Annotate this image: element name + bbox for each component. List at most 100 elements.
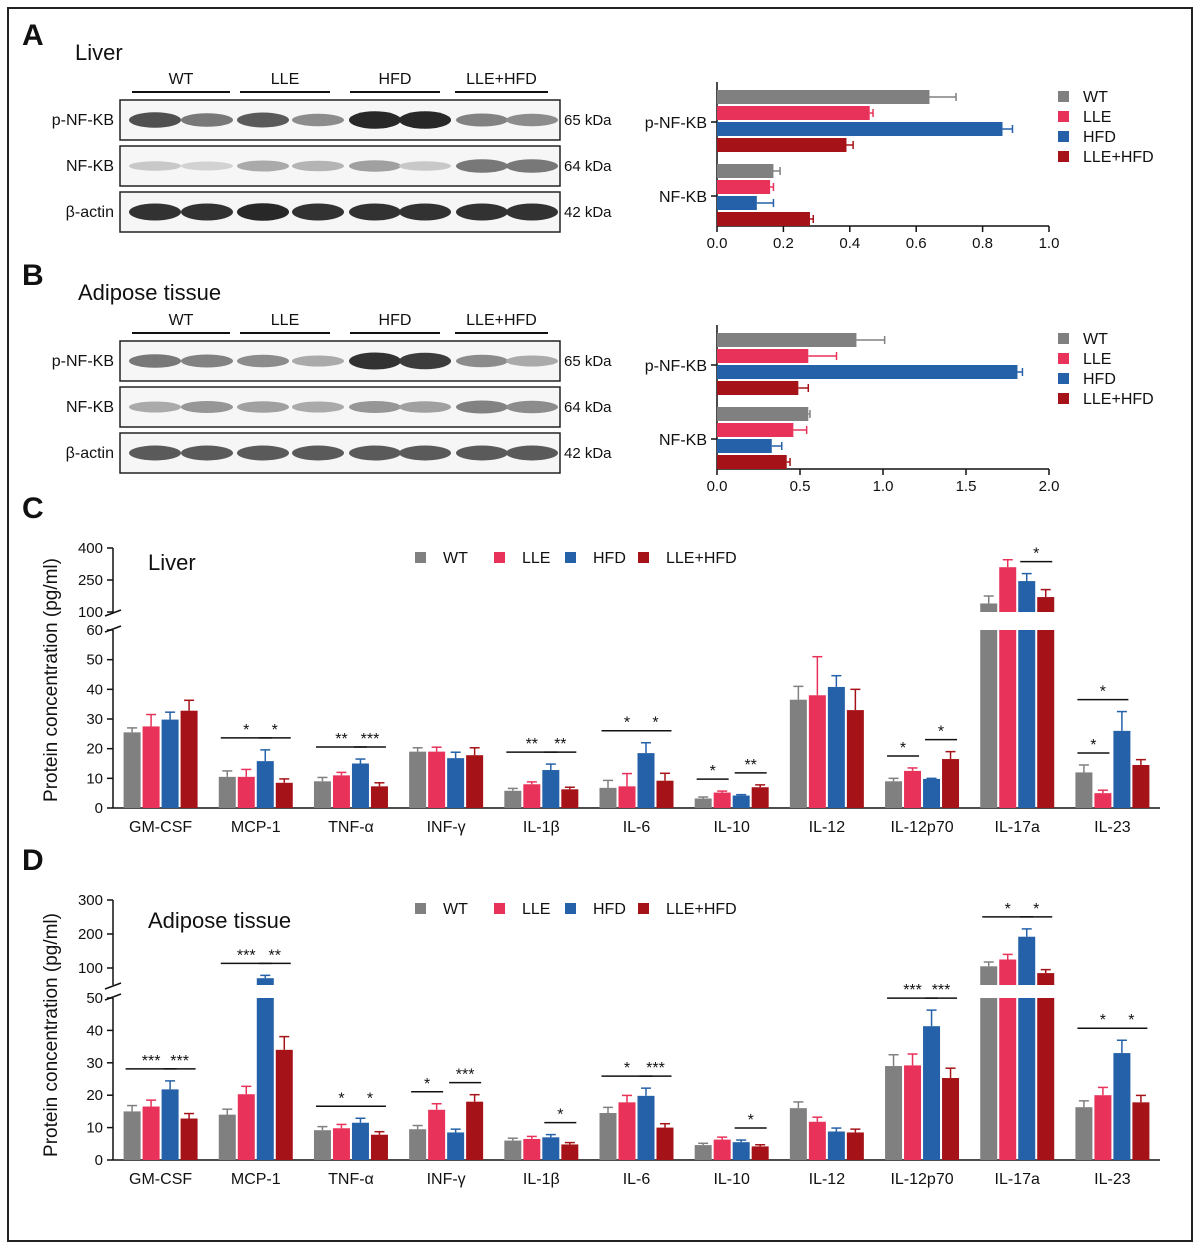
bar-hfd-p-nf-kb: [717, 122, 1003, 136]
bar-lle-hfd-il-10: [752, 787, 769, 808]
blot-band: [129, 204, 181, 221]
bar-hfd-il-12: [828, 1131, 845, 1160]
blot-band: [399, 401, 451, 413]
significance-mark: ***: [170, 1053, 189, 1070]
bar-lle-nf-kb: [717, 423, 793, 437]
x-tick-label-il-17a: IL-17a: [995, 1171, 1040, 1188]
legend-label-hfd: HFD: [1083, 129, 1116, 146]
x-tick-label-il-1: IL-1β: [523, 819, 560, 836]
bar-lle-il-6: [619, 786, 636, 808]
y-tick-label: 60: [86, 622, 103, 639]
y-tick-label: 40: [86, 1022, 103, 1039]
bar-wt-il-12: [790, 1108, 807, 1160]
legend-swatch-lle-hfd: [1058, 393, 1069, 404]
bar-lle-hfd-mcp-1: [276, 783, 293, 808]
bar-wt-p-nf-kb: [717, 333, 856, 347]
x-tick-label: 1.5: [956, 478, 977, 495]
bar-hfd-il-6: [638, 1096, 655, 1160]
lane-label-lle-hfd: LLE+HFD: [466, 71, 537, 88]
significance-mark: *: [652, 715, 658, 732]
bar-lle-hfd-il-12p70: [942, 759, 959, 808]
x-tick-label-inf: INF-γ: [427, 1171, 466, 1188]
legend-label-hfd: HFD: [593, 901, 626, 918]
significance-mark: **: [269, 947, 281, 964]
legend-swatch-hfd: [1058, 373, 1069, 384]
y-tick-label: 30: [86, 1055, 103, 1072]
legend-swatch-lle: [494, 903, 505, 914]
blot-band: [399, 111, 451, 129]
bar-hfd-il-23: [1113, 731, 1130, 808]
significance-mark: *: [557, 1107, 563, 1124]
bar-wt-mcp-1: [219, 1115, 236, 1160]
bar-lle-hfd-il-12: [847, 1132, 864, 1160]
blot-band: [129, 161, 181, 171]
significance-mark: ***: [903, 982, 922, 999]
y-tick-label: 40: [86, 681, 103, 698]
y-tick-label: 10: [86, 1120, 103, 1137]
y-tick-label-nf-kb: NF-KB: [659, 432, 707, 449]
bar-hfd-gm-csf: [162, 1089, 179, 1160]
y-tick-label-nf-kb: NF-KB: [659, 189, 707, 206]
bar-hfd-nf-kb: [717, 439, 772, 453]
x-tick-label-il-23: IL-23: [1094, 1171, 1131, 1188]
legend-label-lle-hfd: LLE+HFD: [666, 901, 737, 918]
bar-hfd-mcp-1: [257, 998, 274, 1160]
significance-mark: **: [554, 736, 566, 753]
x-tick-label: 0.8: [972, 235, 993, 252]
bar-wt-tnf: [314, 781, 331, 808]
blot-band: [237, 446, 289, 461]
x-tick-label: 0.0: [707, 478, 728, 495]
y-tick-label: 100: [78, 604, 103, 621]
bar-hfd-il-12p70: [923, 779, 940, 808]
blot-band: [349, 111, 401, 129]
y-tick-label: 50: [86, 990, 103, 1007]
blot-band: [399, 446, 451, 461]
lane-label-hfd: HFD: [379, 71, 412, 88]
y-tick-label: 300: [78, 892, 103, 909]
bar-chart-d: 01020304050100200300GM-CSF MCP-1 TNF-α INF-…: [78, 892, 1160, 1188]
y-axis-label-d: Protein concentration (pg/ml): [41, 913, 62, 1157]
significance-mark: **: [526, 736, 538, 753]
bar-lle-hfd-mcp-1: [276, 1050, 293, 1160]
bar-lle-hfd-nf-kb: [717, 455, 787, 469]
bar-hfd-tnf: [352, 1123, 369, 1160]
x-tick-label-tnf: TNF-α: [328, 1171, 374, 1188]
y-tick-label: 10: [86, 770, 103, 787]
lane-label-lle-hfd: LLE+HFD: [466, 312, 537, 329]
y-tick-label: 30: [86, 711, 103, 728]
x-tick-label-inf: INF-γ: [427, 819, 466, 836]
blot-band: [292, 204, 344, 221]
panel-letter-b: B: [22, 259, 44, 292]
bar-lle-p-nf-kb: [717, 349, 808, 363]
blot-band: [349, 401, 401, 413]
bar-lle-il-12: [809, 695, 826, 808]
bar-hfd-il-17a: [1018, 630, 1035, 808]
y-tick-label-p-nf-kb: p-NF-KB: [645, 358, 707, 375]
blot-row-label-actin: β-actin: [66, 445, 114, 462]
bar-hfd-p-nf-kb: [717, 365, 1017, 379]
significance-mark: *: [243, 722, 249, 739]
legend-label-lle: LLE: [1083, 109, 1111, 126]
blot-band: [292, 161, 344, 172]
blot-band: [181, 204, 233, 221]
bar-lle-hfd-il-6: [657, 781, 674, 808]
bar-hfd-mcp-1: [257, 761, 274, 808]
blot-band: [237, 113, 289, 128]
bar-lle-il-1: [523, 784, 540, 808]
x-tick-label-tnf: TNF-α: [328, 819, 374, 836]
bar-lle-hfd-il-10: [752, 1146, 769, 1160]
blot-band: [349, 160, 401, 172]
bar-lle-hfd-tnf: [371, 1135, 388, 1160]
significance-mark: *: [624, 1060, 630, 1077]
bar-wt-inf: [409, 1129, 426, 1160]
bar-wt-il-10: [695, 1145, 712, 1160]
significance-mark: ***: [932, 982, 951, 999]
x-tick-label-il-23: IL-23: [1094, 819, 1131, 836]
bar-wt-il-1: [504, 1141, 521, 1160]
bar-lle-il-12p70: [904, 771, 921, 808]
bar-lle-hfd-p-nf-kb: [717, 381, 798, 395]
legend-swatch-hfd: [1058, 131, 1069, 142]
blot-band: [292, 402, 344, 413]
lane-label-lle: LLE: [271, 71, 299, 88]
panel-letter-c: C: [22, 492, 44, 525]
